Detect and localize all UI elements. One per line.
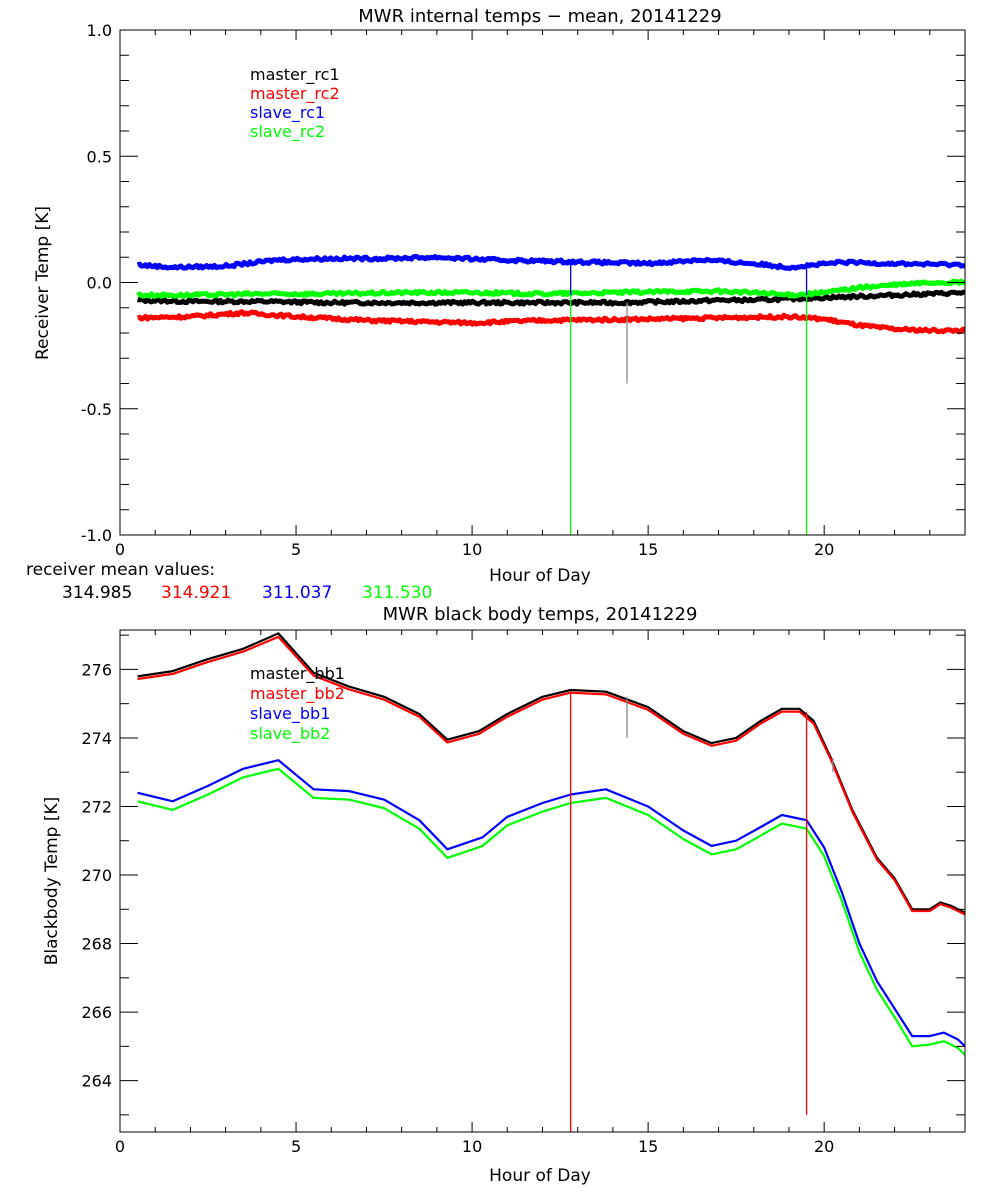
series-line-slave_rc2	[136, 278, 965, 299]
y-tick-label: 274	[81, 729, 112, 748]
y-tick-label: 264	[81, 1072, 112, 1091]
y-tick-label: 0.5	[87, 147, 112, 166]
x-tick-label: 5	[291, 540, 301, 559]
y-axis-label: Blackbody Temp [K]	[42, 797, 62, 966]
y-tick-label: -1.0	[81, 526, 112, 545]
mean-value: 311.530	[362, 583, 432, 603]
x-tick-label: 5	[291, 1137, 301, 1156]
internal-temps-plot: MWR internal temps − mean, 20141229 Hour…	[26, 6, 966, 603]
series-line-master_rc2	[137, 309, 965, 335]
series-line-master_rc1	[136, 289, 965, 307]
legend-entry: master_rc2	[250, 84, 340, 104]
x-tick-label: 10	[462, 540, 482, 559]
y-tick-label: 270	[81, 866, 112, 885]
axes-frame	[119, 29, 966, 536]
series-line-slave_rc1	[136, 253, 965, 272]
x-tick-label: 0	[115, 1137, 125, 1156]
mean-value: 311.037	[262, 583, 332, 603]
legend-entry: slave_rc1	[250, 103, 325, 123]
y-tick-label: 268	[81, 935, 112, 954]
x-axis-label: Hour of Day	[489, 1166, 591, 1186]
data-layer	[137, 632, 965, 1132]
legend-entry: master_rc1	[250, 65, 340, 85]
series-line-master_bb1	[137, 632, 965, 914]
legend: master_rc1 master_rc2 slave_rc1 slave_rc…	[250, 65, 340, 142]
series-line-slave_bb2	[137, 767, 965, 1056]
blackbody-temps-plot: MWR black body temps, 20141229 Hour of D…	[42, 604, 966, 1186]
x-tick-label: 15	[638, 540, 658, 559]
x-tick-label: 0	[115, 540, 125, 559]
mean-values-label: receiver mean values:	[26, 560, 215, 580]
legend-entry: master_bb2	[250, 684, 345, 704]
plot-title: MWR internal temps − mean, 20141229	[358, 6, 721, 27]
y-tick-label: -0.5	[81, 400, 112, 419]
x-tick-label: 20	[814, 1137, 834, 1156]
y-tick-label: 276	[81, 660, 112, 679]
legend-entry: slave_rc2	[250, 122, 325, 142]
series-line-slave_bb1	[137, 759, 965, 1048]
y-tick-label: 1.0	[87, 21, 112, 40]
x-tick-label: 10	[462, 1137, 482, 1156]
data-layer	[136, 253, 965, 535]
legend-entry: slave_bb1	[250, 704, 330, 724]
y-axis-label: Receiver Temp [K]	[33, 206, 53, 360]
y-tick-label: 266	[81, 1003, 112, 1022]
y-tick-label: 272	[81, 797, 112, 816]
y-tick-label: 0.0	[87, 274, 112, 293]
series-line-master_bb2	[137, 635, 965, 916]
mean-value: 314.985	[62, 583, 132, 603]
x-axis-label: Hour of Day	[489, 566, 591, 586]
mean-value: 314.921	[161, 583, 231, 603]
x-tick-label: 20	[814, 540, 834, 559]
x-tick-label: 15	[638, 1137, 658, 1156]
mean-values: 314.985 314.921 311.037 311.530	[62, 583, 432, 603]
plot-title: MWR black body temps, 20141229	[383, 604, 698, 625]
legend-entry: slave_bb2	[250, 724, 330, 744]
legend-entry: master_bb1	[250, 664, 345, 684]
